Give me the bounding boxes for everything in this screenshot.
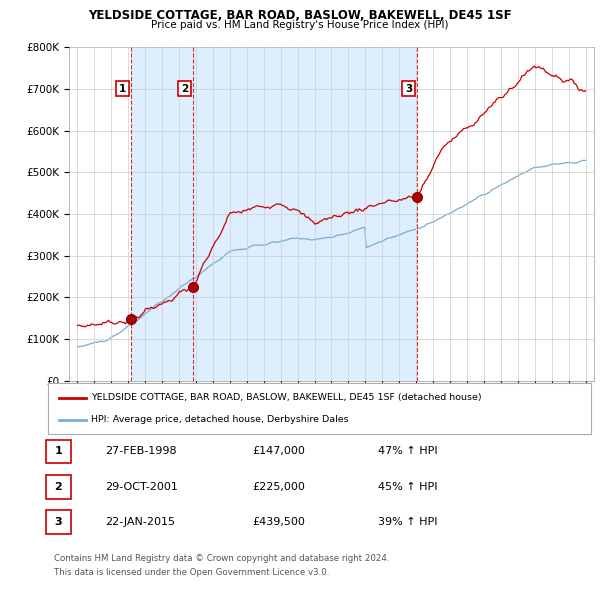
Text: 27-FEB-1998: 27-FEB-1998 bbox=[105, 447, 176, 456]
Bar bbox=[131, 47, 193, 381]
Text: 1: 1 bbox=[55, 447, 62, 456]
Text: 22-JAN-2015: 22-JAN-2015 bbox=[105, 517, 175, 527]
Text: £147,000: £147,000 bbox=[252, 447, 305, 456]
Text: 2: 2 bbox=[55, 482, 62, 491]
Text: 3: 3 bbox=[405, 84, 412, 94]
Text: £439,500: £439,500 bbox=[252, 517, 305, 527]
Text: 45% ↑ HPI: 45% ↑ HPI bbox=[378, 482, 437, 491]
Text: HPI: Average price, detached house, Derbyshire Dales: HPI: Average price, detached house, Derb… bbox=[91, 415, 349, 424]
Text: Contains HM Land Registry data © Crown copyright and database right 2024.: Contains HM Land Registry data © Crown c… bbox=[54, 555, 389, 563]
Text: 1: 1 bbox=[119, 84, 126, 94]
Text: 47% ↑ HPI: 47% ↑ HPI bbox=[378, 447, 437, 456]
Text: £225,000: £225,000 bbox=[252, 482, 305, 491]
Text: 3: 3 bbox=[55, 517, 62, 527]
Text: YELDSIDE COTTAGE, BAR ROAD, BASLOW, BAKEWELL, DE45 1SF (detached house): YELDSIDE COTTAGE, BAR ROAD, BASLOW, BAKE… bbox=[91, 393, 482, 402]
Text: This data is licensed under the Open Government Licence v3.0.: This data is licensed under the Open Gov… bbox=[54, 568, 329, 577]
Text: 29-OCT-2001: 29-OCT-2001 bbox=[105, 482, 178, 491]
Text: Price paid vs. HM Land Registry's House Price Index (HPI): Price paid vs. HM Land Registry's House … bbox=[151, 20, 449, 30]
Bar bbox=[193, 47, 417, 381]
Text: 39% ↑ HPI: 39% ↑ HPI bbox=[378, 517, 437, 527]
Text: YELDSIDE COTTAGE, BAR ROAD, BASLOW, BAKEWELL, DE45 1SF: YELDSIDE COTTAGE, BAR ROAD, BASLOW, BAKE… bbox=[88, 9, 512, 22]
Text: 2: 2 bbox=[181, 84, 188, 94]
